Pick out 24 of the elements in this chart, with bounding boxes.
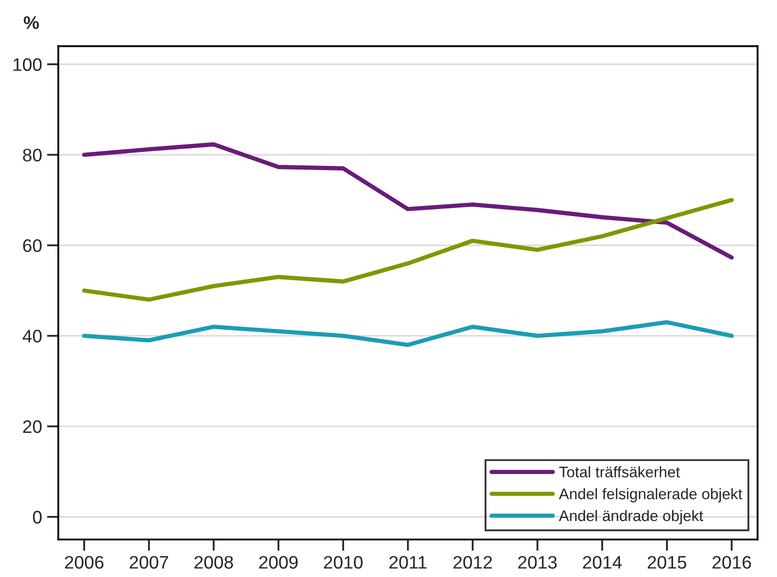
x-tick-label: 2008 bbox=[194, 556, 233, 569]
y-tick-label: 60 bbox=[23, 239, 42, 252]
x-tick-label: 2006 bbox=[65, 556, 104, 569]
y-tick-label: 100 bbox=[14, 58, 42, 71]
x-tick-label: 2009 bbox=[259, 556, 298, 569]
legend-label: Andel felsignalerade objekt bbox=[558, 488, 742, 502]
y-tick-label: 0 bbox=[32, 510, 42, 524]
x-tick-label: 2011 bbox=[389, 556, 426, 569]
x-tick-label: 2010 bbox=[324, 556, 363, 569]
x-tick-label: 2015 bbox=[648, 556, 686, 569]
x-tick-label: 2012 bbox=[454, 556, 492, 569]
x-tick-label: 2013 bbox=[518, 556, 557, 569]
legend-label: Total träffsäkerhet bbox=[559, 466, 680, 478]
line-series bbox=[82, 320, 734, 347]
x-tick-label: 2016 bbox=[712, 556, 751, 569]
x-tick-label: 2014 bbox=[583, 556, 622, 569]
legend-label: Andel ändrade objekt bbox=[558, 510, 704, 524]
y-tick-label: 20 bbox=[23, 420, 42, 434]
line-series bbox=[82, 142, 734, 260]
y-tick-label: 80 bbox=[23, 148, 42, 162]
line-series bbox=[82, 198, 734, 302]
x-tick-label: 2007 bbox=[130, 556, 168, 569]
y-tick-label: 40 bbox=[22, 330, 42, 343]
y-axis-title: % bbox=[24, 16, 39, 29]
